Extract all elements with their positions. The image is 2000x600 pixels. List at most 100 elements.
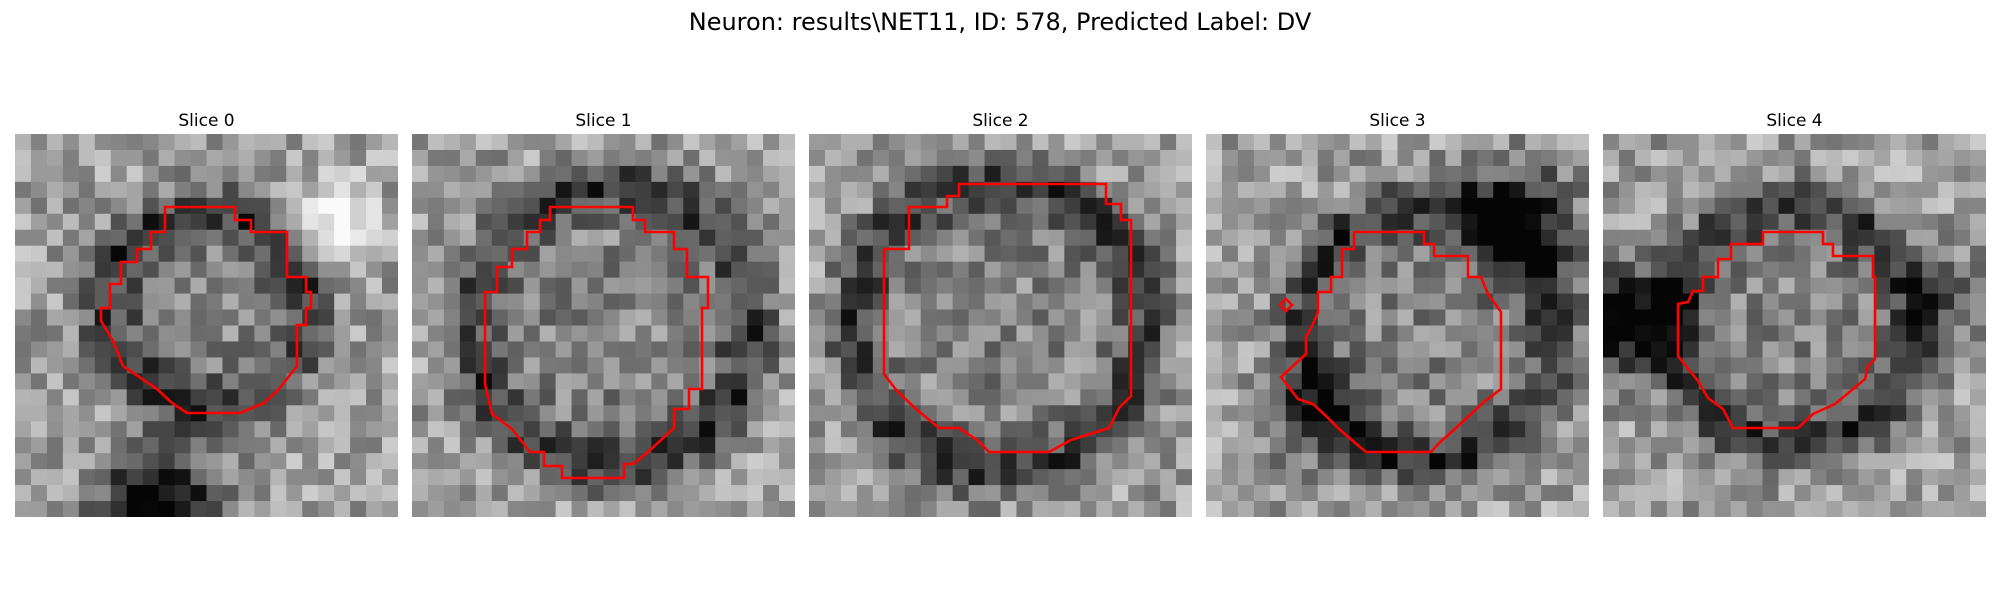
pixel	[491, 229, 509, 247]
pixel	[699, 165, 716, 183]
pixel	[539, 245, 557, 263]
pixel	[619, 245, 637, 263]
pixel	[1397, 437, 1415, 454]
pixel	[190, 469, 208, 486]
pixel	[1144, 229, 1161, 247]
pixel	[824, 181, 842, 199]
pixel	[30, 181, 48, 199]
pixel	[1842, 213, 1859, 231]
pixel	[1016, 261, 1034, 279]
pixel	[382, 293, 398, 311]
pixel	[46, 453, 64, 470]
pixel	[635, 357, 652, 374]
pixel	[1509, 197, 1526, 215]
pixel	[1970, 373, 1986, 390]
pixel	[15, 293, 32, 311]
pixel	[1573, 165, 1589, 183]
pixel	[1698, 149, 1716, 167]
pixel	[1573, 261, 1589, 279]
pixel	[126, 389, 144, 406]
pixel	[1128, 341, 1145, 359]
pixel	[1333, 453, 1351, 470]
pixel	[1634, 325, 1652, 343]
pixel	[1810, 421, 1828, 438]
pixel	[1221, 165, 1239, 183]
pixel	[619, 373, 637, 390]
pixel	[382, 485, 398, 502]
pixel	[1206, 485, 1223, 502]
pixel	[62, 437, 80, 454]
pixel	[1890, 134, 1907, 151]
pixel	[427, 405, 445, 422]
pixel	[619, 485, 637, 502]
pixel	[174, 421, 192, 438]
pixel	[809, 389, 826, 406]
pixel	[1938, 293, 1955, 311]
pixel	[110, 437, 128, 454]
pixel	[94, 229, 112, 247]
pixel	[1762, 469, 1780, 486]
pixel	[1890, 485, 1907, 502]
pixel	[1160, 421, 1177, 438]
pixel	[809, 405, 826, 422]
pixel	[587, 325, 605, 343]
pixel	[1650, 501, 1668, 517]
pixel	[1080, 277, 1097, 295]
pixel	[1301, 245, 1319, 263]
pixel	[1301, 421, 1319, 438]
pixel	[1381, 245, 1399, 263]
pixel	[507, 181, 525, 199]
pixel	[809, 469, 826, 486]
pixel	[920, 277, 938, 295]
pixel	[334, 485, 351, 502]
pixel	[1493, 277, 1510, 295]
pixel	[15, 309, 32, 327]
pixel	[683, 277, 700, 295]
pixel	[350, 341, 367, 359]
pixel	[1714, 357, 1732, 374]
pixel	[1970, 293, 1986, 311]
pixel	[824, 134, 842, 151]
pixel	[1096, 293, 1113, 311]
pixel	[1064, 277, 1081, 295]
pixel	[651, 149, 668, 167]
pixel	[491, 341, 509, 359]
pixel	[1397, 213, 1415, 231]
pixel	[1253, 453, 1271, 470]
pixel	[1826, 213, 1843, 231]
pixel	[1746, 293, 1764, 311]
pixel	[635, 469, 652, 486]
pixel	[350, 261, 367, 279]
pixel	[507, 165, 525, 183]
pixel	[1429, 357, 1446, 374]
pixel	[1064, 357, 1081, 374]
pixel	[1666, 453, 1684, 470]
pixel	[46, 229, 64, 247]
pixel	[1128, 453, 1145, 470]
pixel	[1509, 149, 1526, 167]
pixel	[872, 181, 890, 199]
pixel	[475, 213, 493, 231]
pixel	[555, 437, 573, 454]
pixel	[920, 325, 938, 343]
pixel	[110, 405, 128, 422]
pixel	[1333, 389, 1351, 406]
pixel	[587, 181, 605, 199]
pixel	[699, 405, 716, 422]
pixel	[491, 373, 509, 390]
pixel	[747, 309, 764, 327]
pixel	[1128, 277, 1145, 295]
pixel	[286, 485, 303, 502]
pixel	[1237, 325, 1255, 343]
pixel	[1477, 373, 1494, 390]
pixel	[1016, 453, 1034, 470]
pixel	[1634, 213, 1652, 231]
pixel	[174, 437, 192, 454]
pixel	[779, 341, 795, 359]
pixel	[1730, 341, 1748, 359]
pixel	[412, 293, 429, 311]
pixel	[763, 485, 780, 502]
pixel	[952, 134, 970, 151]
pixel	[126, 469, 144, 486]
pixel	[1253, 469, 1271, 486]
